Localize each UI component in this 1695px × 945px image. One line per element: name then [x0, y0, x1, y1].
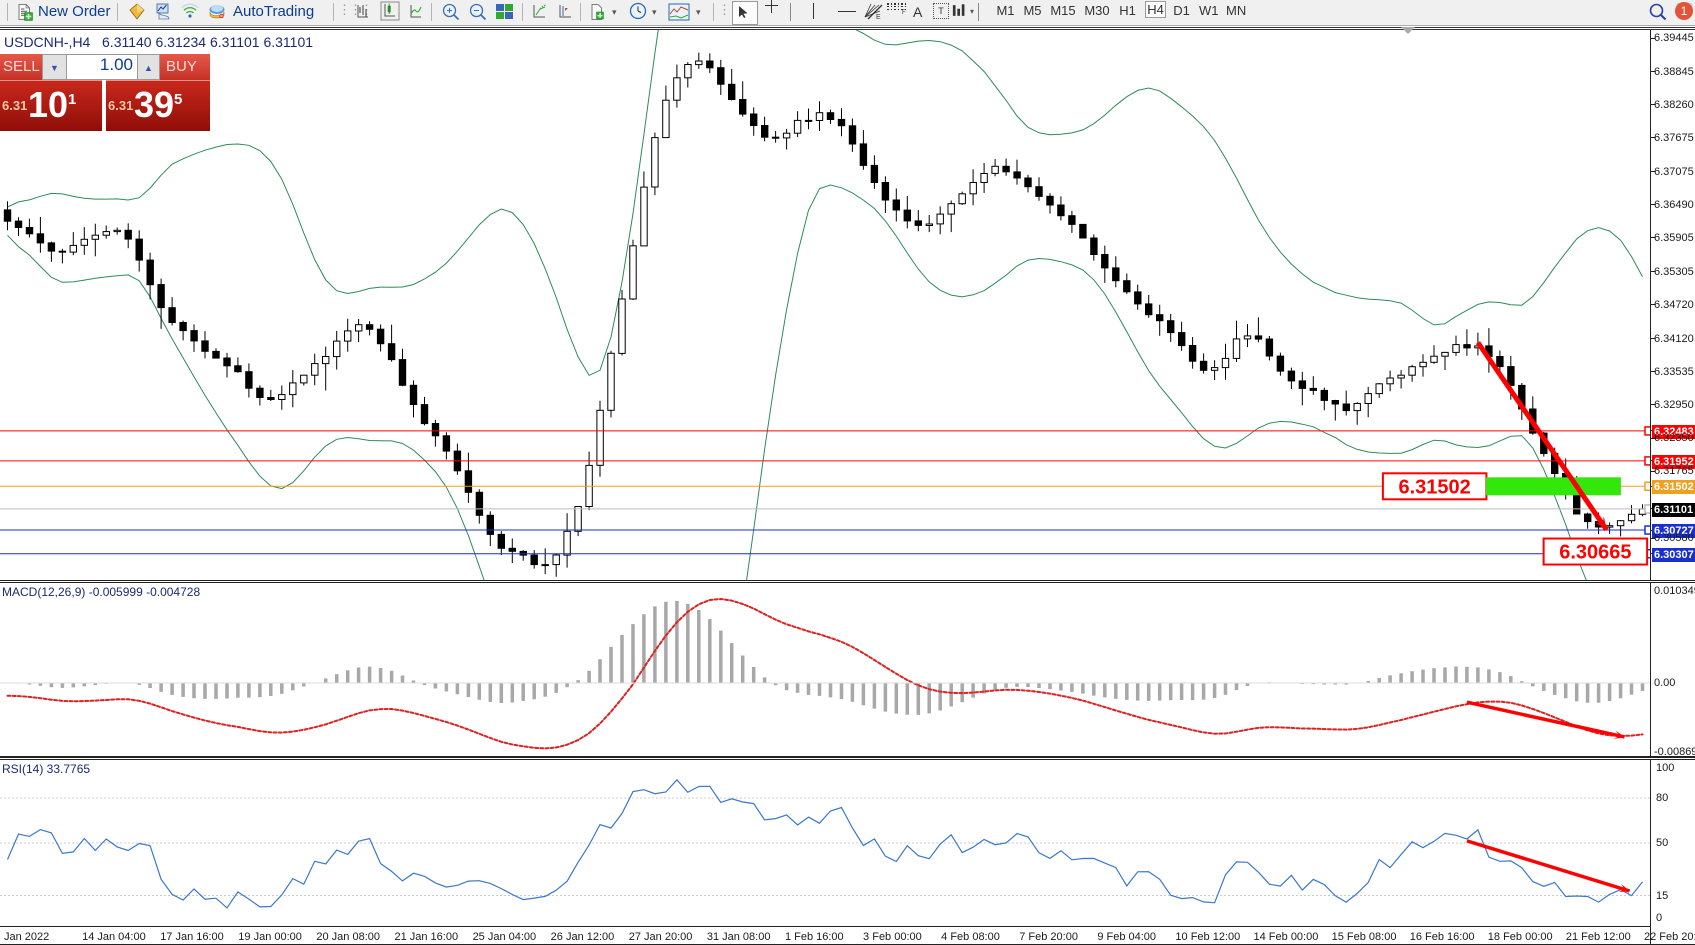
svg-text:6.31502: 6.31502 [1399, 476, 1471, 498]
svg-text:E: E [876, 14, 881, 20]
svg-text:6.30665: 6.30665 [1559, 542, 1631, 564]
